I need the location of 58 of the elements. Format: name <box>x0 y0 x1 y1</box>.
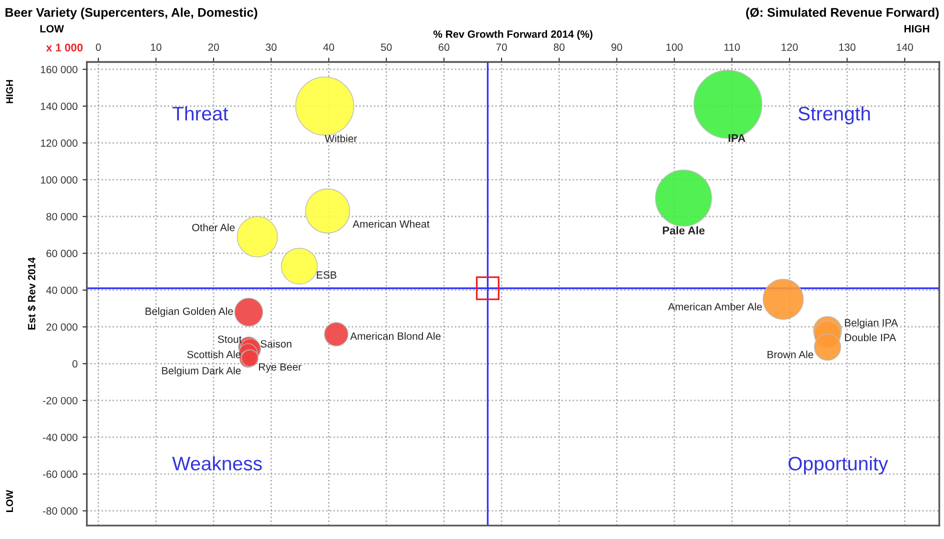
x-tick-label: 120 <box>782 44 798 51</box>
x-tick-label: 130 <box>839 44 856 51</box>
x-tick-label: 60 <box>438 44 450 51</box>
annotation: Other Ale <box>192 224 235 232</box>
annotation: Pale Ale <box>662 226 705 234</box>
annotation: Scottish Ale <box>187 350 241 358</box>
y-tick-label: 140 000 <box>40 102 78 110</box>
y-tick-label: -60 000 <box>42 470 78 478</box>
y-tick-label: 0 <box>72 360 78 368</box>
y-axis-title: Est $ Rev 2014 <box>28 257 36 330</box>
annotation: American Amber Ale <box>668 302 762 310</box>
text: (Ø: Simulated Revenue Forward) <box>746 8 939 20</box>
x-tick-label: 30 <box>266 44 277 51</box>
annotation: Opportunity <box>788 456 888 474</box>
y-tick-label: 120 000 <box>40 139 78 147</box>
x-tick-label: 70 <box>496 44 507 51</box>
annotation: Stout <box>218 336 242 343</box>
x-tick-label: 40 <box>323 44 334 51</box>
y-tick-label: 60 000 <box>46 250 78 258</box>
annotation: American Blond Ale <box>350 332 441 340</box>
annotation: Rye Beer <box>259 363 302 373</box>
x-tick-label: 20 <box>208 44 219 51</box>
annotation: Double IPA <box>845 334 896 342</box>
annotation: IPA <box>728 134 746 142</box>
text: x 1 000 <box>46 44 83 52</box>
text: HIGH <box>904 25 930 32</box>
annotation: ESB <box>316 271 336 279</box>
text: HIGH <box>6 80 13 104</box>
y-tick-label: -40 000 <box>42 434 78 442</box>
text: LOW <box>6 490 13 512</box>
y-tick-label: 40 000 <box>46 286 78 294</box>
x-tick-label: 110 <box>724 44 740 51</box>
text: LOW <box>40 25 64 32</box>
annotation: Belgian IPA <box>845 318 898 328</box>
x-axis-title: % Rev Growth Forward 2014 (%) <box>433 30 592 40</box>
y-tick-label: 80 000 <box>46 213 78 220</box>
x-tick-label: 90 <box>611 44 622 51</box>
annotation: Saison <box>260 340 292 348</box>
annotation: Weakness <box>172 456 262 470</box>
y-tick-label: -20 000 <box>42 396 78 404</box>
annotation: Witbier <box>324 134 357 142</box>
y-tick-label: -80 000 <box>42 507 78 515</box>
annotation: American Wheat <box>352 220 430 228</box>
x-tick-label: 0 <box>96 44 101 51</box>
x-tick-label: 100 <box>666 44 683 51</box>
annotation: Brown Ale <box>768 350 814 358</box>
y-tick-label: 160 000 <box>40 66 78 74</box>
y-tick-label: 100 000 <box>40 176 78 184</box>
annotation: Threat <box>172 106 228 121</box>
x-tick-label: 10 <box>150 44 162 51</box>
chart-title: Beer Variety (Supercenters, Ale, Domestic) <box>6 8 258 20</box>
x-tick-label: 140 <box>896 44 914 51</box>
x-tick-label: 80 <box>554 44 565 51</box>
annotation: Belgium Dark Ale <box>162 366 241 376</box>
x-tick-label: 50 <box>380 44 392 51</box>
y-tick-label: 20 000 <box>46 323 78 331</box>
annotation: Strength <box>798 106 870 124</box>
annotation: Belgian Golden Ale <box>146 307 233 318</box>
